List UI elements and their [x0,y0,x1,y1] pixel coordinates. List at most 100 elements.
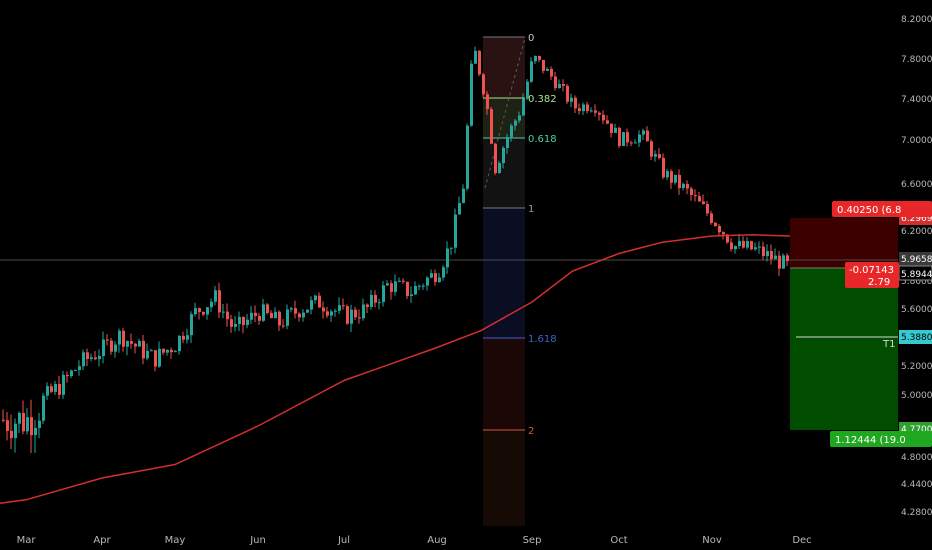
position-info[interactable]: 0.40250 (6.8 -0.07143 2.79 1.12444 (19.0 [830,201,932,447]
candle-body [498,163,501,173]
candle-body [406,281,409,297]
candle-body [154,350,157,367]
candle-body [46,386,49,396]
candle-body [718,225,721,233]
candle-body [590,110,593,112]
profit-info-box[interactable] [832,201,932,217]
price-axis[interactable]: 8.20000 7.80000 7.40000 7.00000 6.60000 6.200… [901,15,932,518]
position-tool[interactable]: T1 [790,218,898,430]
candle-body [618,127,621,146]
candle-body [466,125,469,189]
candle-body [786,255,789,262]
time-axis[interactable]: Mar Apr May Jun Jul Aug Sep Oct Nov Dec [17,535,812,546]
candle-body [486,94,489,110]
crosshair-price-tag [899,252,932,266]
candle-body [178,335,181,352]
candle-body [42,395,45,421]
candle-body [254,312,257,316]
candle-body [114,344,117,352]
candle-body [598,112,601,115]
candle-body [222,311,225,313]
candle-body [34,427,37,436]
candle-body [318,295,321,308]
candle-body [142,340,145,359]
candle-body [414,286,417,295]
candle-body [558,84,561,89]
candle-body [98,355,101,360]
candle-body [206,307,209,315]
candle-body [94,357,97,360]
candle-body [730,242,733,250]
candle-body [562,84,565,86]
candle-body [102,339,105,356]
candle-body [366,304,369,307]
x-tick-label: Jul [337,535,350,546]
candle-body [162,348,165,353]
candle-body [326,311,329,316]
candle-body [710,213,713,223]
y-tick-label: 5.80000 [901,277,932,287]
candle-body [574,97,577,109]
candle-body [258,315,261,321]
candle-body [490,109,493,144]
candle-body [78,366,81,371]
candle-body [10,430,13,439]
fibonacci-bands [483,37,525,526]
x-tick-label: Jun [249,535,266,546]
candle-body [502,148,505,164]
candle-body [246,319,249,325]
candle-body [762,246,765,257]
candle-body [374,294,377,303]
candle-body [458,202,461,215]
candle-body [6,420,9,431]
current-info-box[interactable] [845,262,899,288]
fibonacci-levels: 0 0.382 0.618 1 1.618 2 [483,33,557,437]
candle-body [686,183,689,189]
candle-body [426,277,429,286]
candle-body [454,214,457,248]
candle-body [526,81,529,99]
candle-body [410,294,413,297]
loss-zone[interactable] [790,268,898,430]
candle-body [690,188,693,196]
candle-body [390,283,393,292]
candle-body [538,55,541,60]
candle-body [302,312,305,318]
candle-body [586,104,589,112]
candle-body [630,142,633,144]
candle-body [158,348,161,367]
moving-average-line [0,234,791,505]
candle-body [214,290,217,302]
candle-body [402,280,405,282]
candle-body [746,241,749,248]
candle-body [274,311,277,319]
candle-body [758,246,761,248]
y-tick-label: 5.20000 [901,362,932,372]
candle-body [18,412,21,424]
candle-body [702,201,705,204]
candle-body [430,273,433,278]
candle-body [122,330,125,347]
candle-body [330,311,333,316]
candle-body [478,50,481,75]
candle-body [394,281,397,292]
candle-body [382,285,385,303]
candle-body [582,104,585,112]
candle-body [506,137,509,149]
candle-body [778,255,781,269]
loss-info-box[interactable] [830,431,932,447]
candle-body [754,247,757,250]
candle-body [186,335,189,340]
candle-body [706,203,709,214]
upper-price-text: 6.29694 [901,214,932,224]
candle-body [210,301,213,308]
candle-body [286,309,289,326]
candle-body [602,114,605,121]
fib-band-0-0382 [483,37,525,98]
candle-body [614,127,617,133]
candle-body [126,341,129,347]
candle-body [634,142,637,144]
candle-body [146,350,149,359]
candle-body [734,245,737,250]
